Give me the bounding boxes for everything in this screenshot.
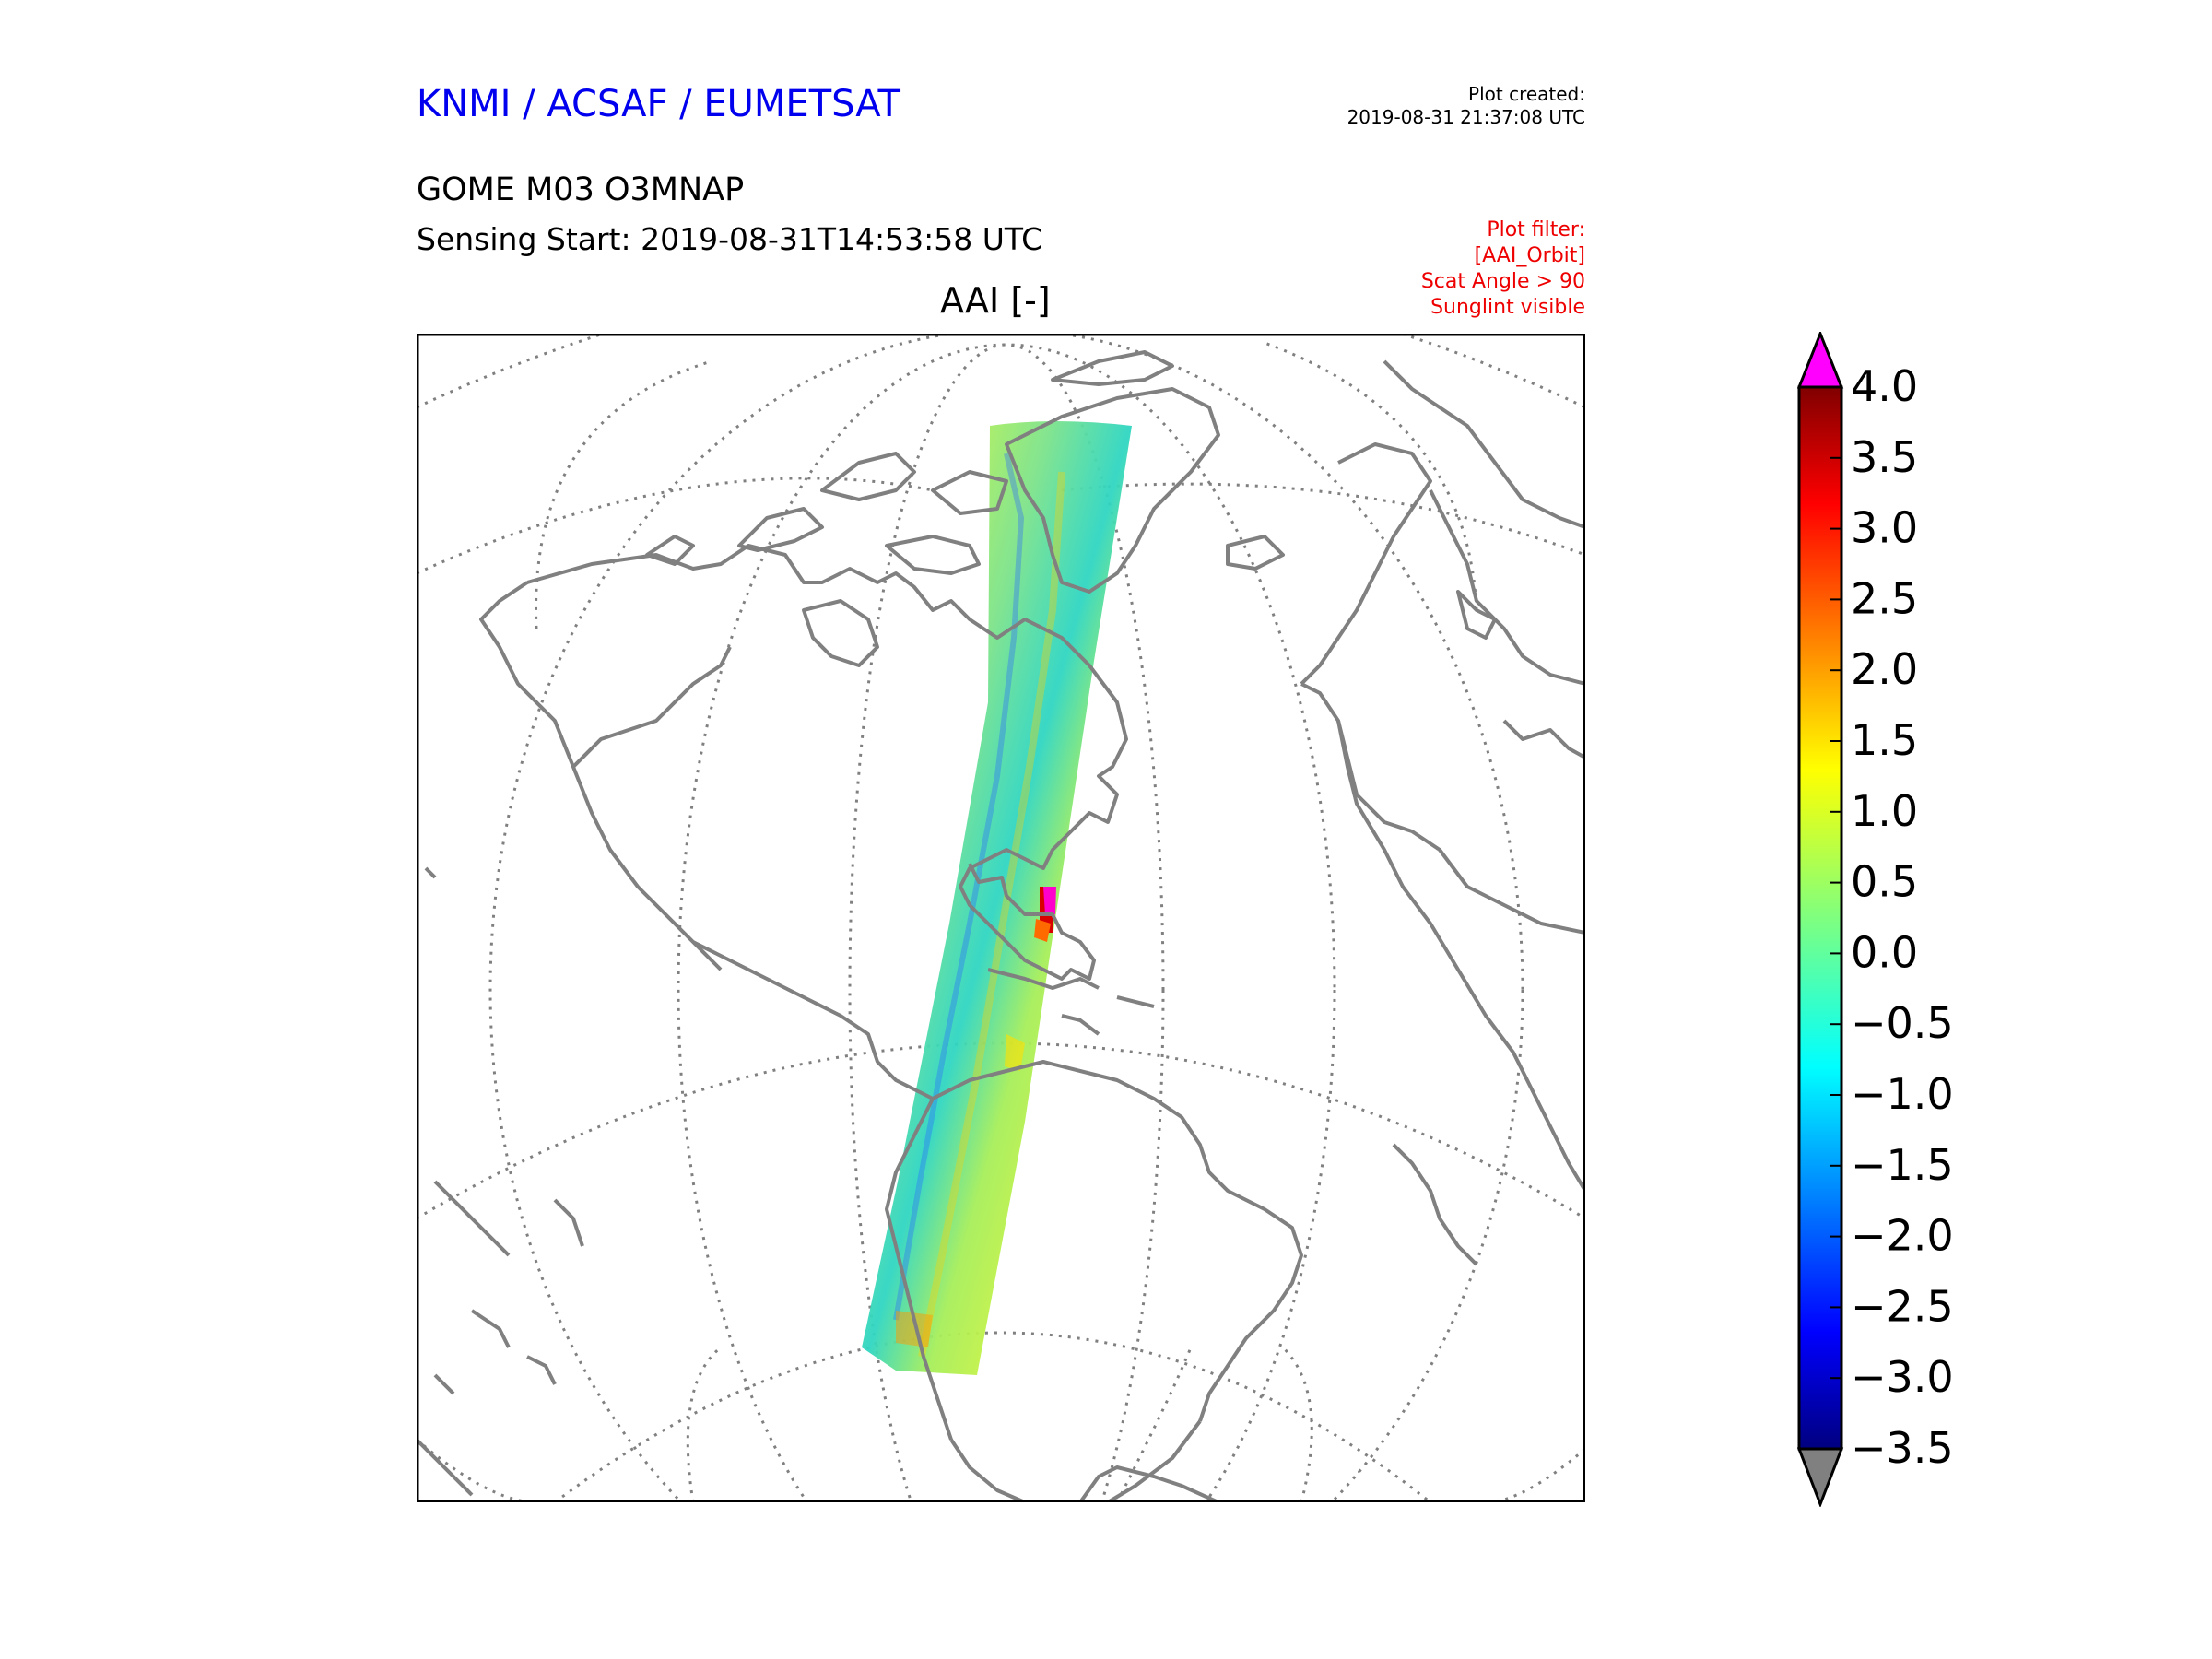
plot-filter-line: Scat Angle > 90 [1420,270,1585,293]
colorbar-tick-label: 3.5 [1851,432,1918,482]
colorbar-tick-label: −3.0 [1851,1352,1954,1402]
colorbar-tick-label: 3.0 [1851,503,1918,553]
colorbar-tick-label: 1.5 [1851,715,1918,765]
colorbar-gradient [1797,385,1843,1451]
colorbar-tick-label: 4.0 [1851,361,1918,411]
map-frame [417,334,1585,1502]
sensing-start: Sensing Start: 2019-08-31T14:53:58 UTC [417,221,1043,257]
plot-filter: Plot filter: [AAI_Orbit] Scat Angle > 90… [1421,218,1585,321]
map-title: AAI [-] [940,280,1051,321]
plot-filter-line: Sunglint visible [1430,296,1585,319]
organization-title: KNMI / ACSAF / EUMETSAT [417,83,900,125]
colorbar-tick-label: 2.5 [1851,573,1918,623]
aai-swath [862,421,1132,1375]
plot-created-label: Plot created: [1468,83,1585,105]
colorbar-tick-label: 2.0 [1851,644,1918,694]
colorbar-tick-label: 0.0 [1851,927,1918,977]
colorbar-tick-label: 1.0 [1851,786,1918,836]
colorbar-tick-label: −0.5 [1851,998,1954,1048]
map-panel [417,334,1585,1502]
colorbar-tick-label: −1.5 [1851,1140,1954,1190]
colorbar-ticks: 4.0 3.5 3.0 2.5 2.0 1.5 1.0 0.5 0.0 −0.5 −1.0 −1.5 −… [1830,361,1954,1473]
colorbar-over-arrow [1797,332,1844,389]
colorbar-tick-label: −1.0 [1851,1069,1954,1119]
plot-filter-line: [AAI_Orbit] [1474,244,1585,267]
colorbar-tick-label: 0.5 [1851,857,1918,907]
plot-created-info: Plot created: 2019-08-31 21:37:08 UTC [1347,83,1585,129]
colorbar: 4.0 3.5 3.0 2.5 2.0 1.5 1.0 0.5 0.0 −0.5 −1.0 −1.5 −… [1797,332,1954,1507]
colorbar-tick-label: −2.5 [1851,1281,1954,1331]
colorbar-tick-label: −3.5 [1851,1423,1954,1473]
product-name: GOME M03 O3MNAP [417,171,745,208]
colorbar-under-arrow [1797,1447,1844,1507]
plot-filter-title: Plot filter: [1487,218,1585,241]
coastlines [417,350,1585,1502]
colorbar-tick-label: −2.0 [1851,1211,1954,1261]
plot-created-value: 2019-08-31 21:37:08 UTC [1347,106,1585,128]
